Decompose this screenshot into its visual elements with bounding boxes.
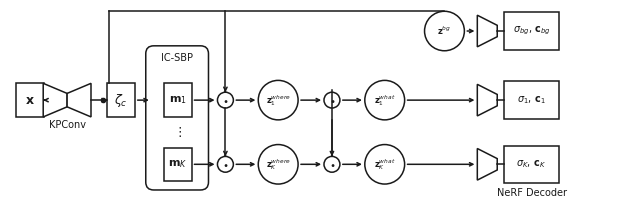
Text: $\vdots$: $\vdots$ xyxy=(173,125,182,139)
Text: $\mathbf{z}_1^{what}$: $\mathbf{z}_1^{what}$ xyxy=(374,93,396,108)
Text: $\mathbf{z}_K^{where}$: $\mathbf{z}_K^{where}$ xyxy=(266,157,291,172)
Text: $\bullet$: $\bullet$ xyxy=(329,95,335,105)
Text: IC-SBP: IC-SBP xyxy=(161,53,193,63)
FancyBboxPatch shape xyxy=(146,46,209,190)
Circle shape xyxy=(365,80,404,120)
Text: $\bullet$: $\bullet$ xyxy=(222,159,228,169)
Text: NeRF Decoder: NeRF Decoder xyxy=(497,188,566,198)
Circle shape xyxy=(424,11,465,51)
Text: $\bullet$: $\bullet$ xyxy=(222,95,228,105)
Circle shape xyxy=(218,156,234,172)
Polygon shape xyxy=(477,84,497,116)
Bar xyxy=(504,146,559,183)
Circle shape xyxy=(324,92,340,108)
Text: $\mathbf{z}_K^{what}$: $\mathbf{z}_K^{what}$ xyxy=(374,157,396,172)
Text: $\mathbf{m}_1$: $\mathbf{m}_1$ xyxy=(169,94,187,106)
Bar xyxy=(107,83,135,117)
Polygon shape xyxy=(477,148,497,180)
Text: $\mathbf{x}$: $\mathbf{x}$ xyxy=(26,94,35,107)
Circle shape xyxy=(259,80,298,120)
Bar xyxy=(164,83,191,117)
Circle shape xyxy=(365,145,404,184)
Text: $\bullet$: $\bullet$ xyxy=(329,159,335,169)
Circle shape xyxy=(324,156,340,172)
Text: $\mathbf{z}_1^{where}$: $\mathbf{z}_1^{where}$ xyxy=(266,93,291,108)
Text: $\mathbf{z}^{bg}$: $\mathbf{z}^{bg}$ xyxy=(437,25,452,37)
Polygon shape xyxy=(67,83,91,117)
Circle shape xyxy=(259,145,298,184)
Text: $\mathbf{m}_K$: $\mathbf{m}_K$ xyxy=(168,158,188,170)
Bar xyxy=(164,148,191,181)
Text: $\sigma_1,\, \mathbf{c}_1$: $\sigma_1,\, \mathbf{c}_1$ xyxy=(517,94,546,106)
Text: $\zeta_c$: $\zeta_c$ xyxy=(114,92,127,109)
Bar xyxy=(504,12,559,50)
Text: $\sigma_{bg},\, \mathbf{c}_{bg}$: $\sigma_{bg},\, \mathbf{c}_{bg}$ xyxy=(513,25,550,37)
Bar xyxy=(504,81,559,119)
Text: $\sigma_K,\, \mathbf{c}_K$: $\sigma_K,\, \mathbf{c}_K$ xyxy=(516,158,547,170)
Polygon shape xyxy=(44,83,67,117)
Bar xyxy=(17,83,44,117)
Text: KPConv: KPConv xyxy=(49,120,86,130)
Circle shape xyxy=(218,92,234,108)
Polygon shape xyxy=(477,15,497,47)
